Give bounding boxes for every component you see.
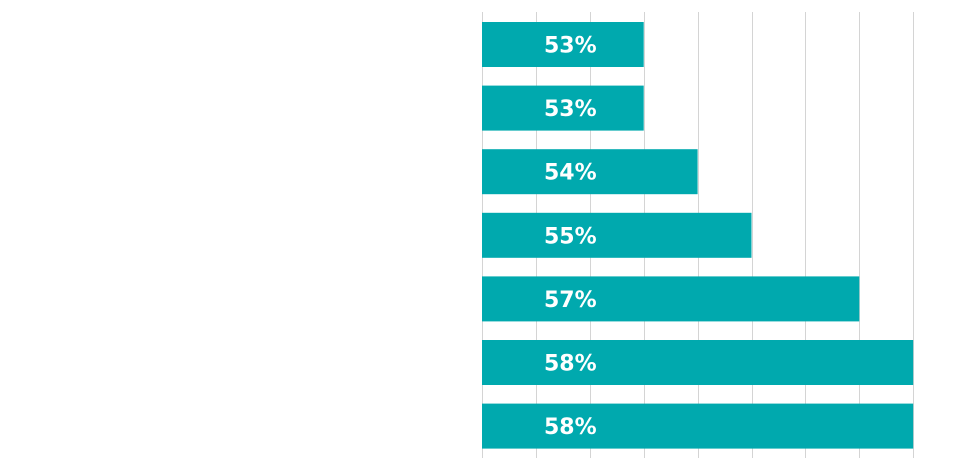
bar-value-label: 58% — [544, 352, 597, 377]
bar — [482, 22, 644, 67]
bar — [482, 85, 644, 131]
bar — [482, 149, 698, 195]
bar — [482, 403, 914, 449]
bar-value-label: 55% — [544, 224, 597, 249]
label-layer: 53% 53% 54% 55% 57% 58% 58% — [544, 34, 597, 441]
bar — [482, 340, 914, 385]
bar-value-label: 54% — [544, 161, 597, 186]
bar — [482, 276, 860, 322]
bar — [482, 212, 752, 258]
bar-value-label: 58% — [544, 415, 597, 440]
bar-value-label: 57% — [544, 288, 597, 313]
bar-value-label: 53% — [544, 97, 597, 122]
bar-value-label: 53% — [544, 34, 597, 59]
bar-layer — [482, 22, 914, 449]
